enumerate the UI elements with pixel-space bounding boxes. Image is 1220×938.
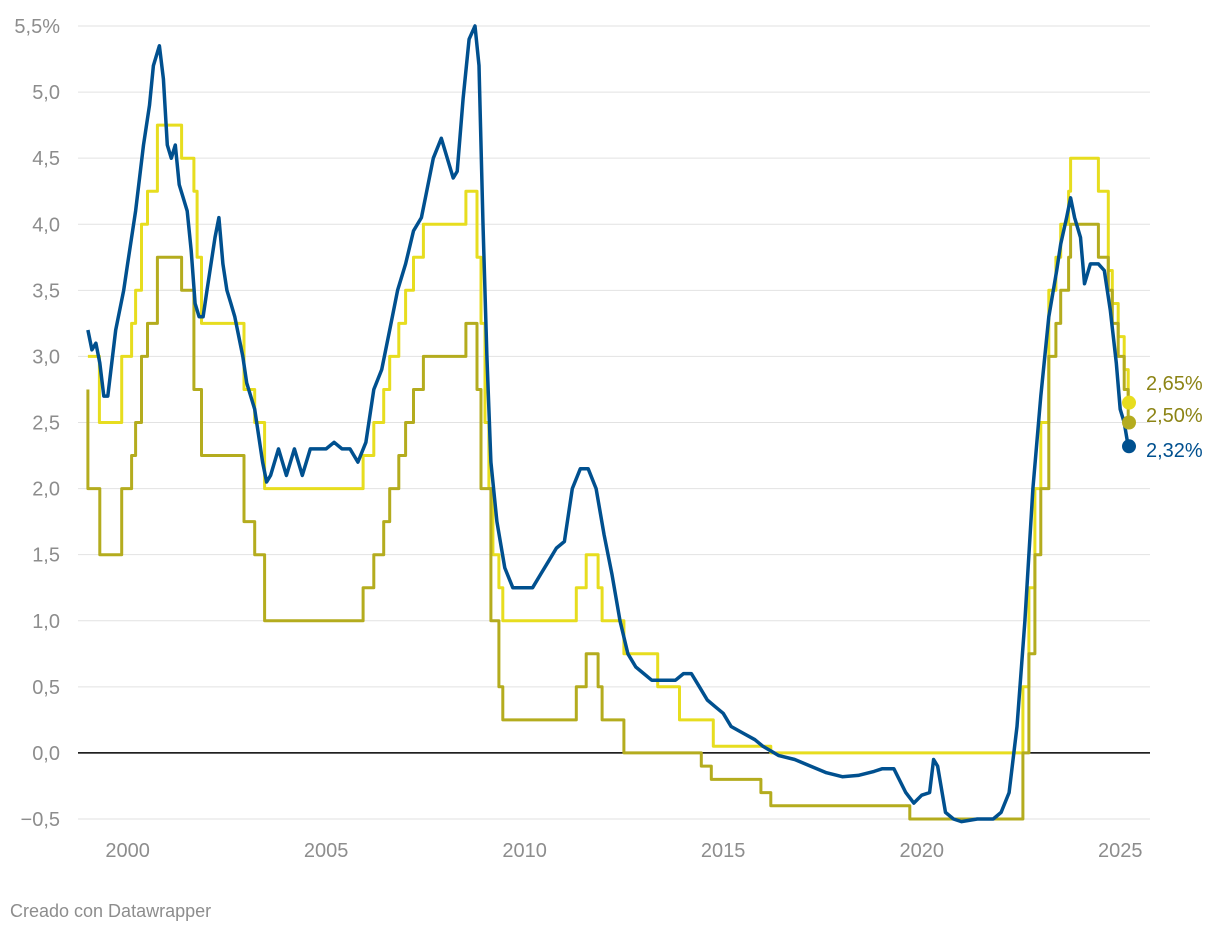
x-tick-label: 2025 — [1098, 840, 1143, 862]
y-tick-label: 1,5 — [32, 545, 60, 567]
y-tick-label: 0,5 — [32, 677, 60, 699]
series-end-dot — [1122, 395, 1136, 410]
x-tick-label: 2015 — [701, 840, 746, 862]
x-tick-label: 2000 — [105, 840, 150, 862]
y-tick-label: 2,0 — [32, 479, 60, 501]
y-tick-label: 3,5 — [32, 280, 60, 302]
y-tick-label: 2,5 — [32, 413, 60, 435]
y-tick-label: −0,5 — [21, 809, 60, 831]
end-markers: 2,65% 2,50% 2,32% — [1122, 373, 1203, 462]
series-line — [87, 123, 1131, 755]
series-end-dot — [1122, 415, 1136, 430]
y-tick-label: 0,0 — [32, 743, 60, 765]
y-tick-label: 4,0 — [32, 214, 60, 236]
x-axis-ticks: 2000 2005 2010 2015 2020 2025 — [105, 840, 1142, 862]
y-tick-label: 3,0 — [32, 346, 60, 368]
y-tick-label: 5,5% — [14, 16, 60, 38]
series-end-dot — [1122, 439, 1136, 454]
x-tick-label: 2010 — [502, 840, 547, 862]
x-tick-label: 2005 — [304, 840, 349, 862]
y-tick-label: 5,0 — [32, 82, 60, 104]
credit-text: Creado con Datawrapper — [10, 901, 212, 921]
y-tick-label: 1,0 — [32, 611, 60, 633]
y-axis-ticks: −0,5 0,0 0,5 1,0 1,5 2,0 2,5 3,0 3,5 4,0 4,5 5,0 5,5… — [14, 16, 60, 831]
x-tick-label: 2020 — [899, 840, 944, 862]
series-end-label: 2,32% — [1146, 440, 1203, 462]
y-tick-label: 4,5 — [32, 148, 60, 170]
series-end-label: 2,50% — [1146, 405, 1203, 427]
series-line — [86, 24, 1131, 824]
gridlines — [78, 25, 1150, 820]
series-lines — [86, 24, 1131, 824]
series-line — [86, 222, 1131, 821]
series-end-label: 2,65% — [1146, 373, 1203, 395]
